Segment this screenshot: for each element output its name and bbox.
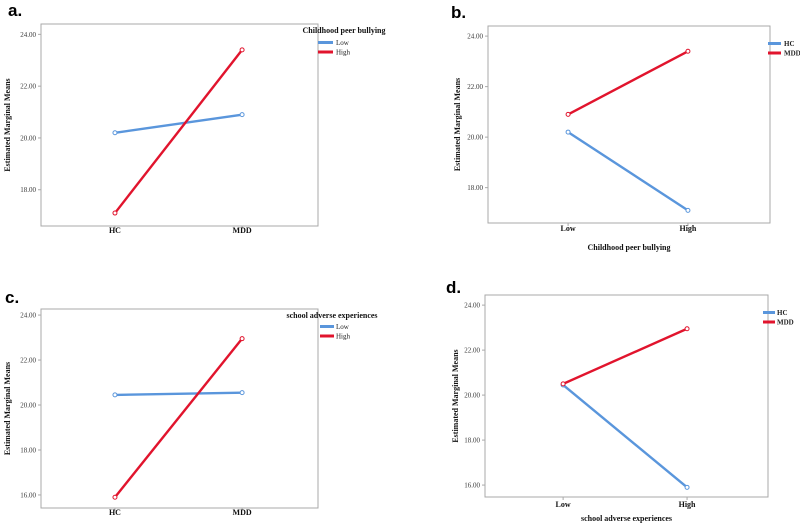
y-tick-label: 20.00 <box>20 402 36 410</box>
y-tick-label: 24.00 <box>20 31 36 39</box>
series-line-hc <box>567 131 689 212</box>
data-point-marker <box>112 130 118 136</box>
data-point-marker <box>684 326 690 332</box>
legend-title: school adverse experiences <box>286 311 377 320</box>
panel-label-c: c. <box>5 288 20 307</box>
panel-a: a. 18.00 20.00 22.00 24.00 HC MDD Estimated Ma… <box>0 0 400 263</box>
panel-b: b. 18.00 20.00 22.00 24.00 Low High Estimated … <box>400 0 800 263</box>
y-tick-label: 20.00 <box>467 134 483 142</box>
legend-item-label: Low <box>336 323 350 331</box>
data-point-marker <box>560 381 566 387</box>
plot-frame <box>40 308 319 509</box>
legend-item-label: HC <box>784 40 795 48</box>
data-point-marker <box>112 494 118 500</box>
legend-title: Childhood peer bullying <box>303 26 386 35</box>
x-category-label: High <box>679 224 696 233</box>
data-point-marker <box>239 47 245 53</box>
y-axis-label: Estimated Marginal Means <box>3 362 12 455</box>
plot-frame <box>487 25 771 224</box>
x-category-label: Low <box>556 500 571 509</box>
panel-d: d. 16.00 18.00 20.00 22.00 24.00 Low High Estim… <box>400 262 800 525</box>
legend-item-label: High <box>336 333 351 341</box>
y-tick-label: 18.00 <box>20 186 36 194</box>
y-tick-label: 22.00 <box>20 357 36 365</box>
y-tick-label: 18.00 <box>467 184 483 192</box>
data-point-marker <box>239 336 245 342</box>
legend-item-label: HC <box>777 309 788 317</box>
x-category-label: MDD <box>233 508 252 517</box>
y-tick-label: 22.00 <box>464 347 480 355</box>
data-point-marker <box>685 207 691 213</box>
data-point-marker <box>112 392 118 398</box>
series-line-hc <box>562 384 688 489</box>
panel-label-d: d. <box>446 278 462 297</box>
y-tick-label: 20.00 <box>464 392 480 400</box>
y-axis-label: Estimated Marginal Means <box>451 349 460 442</box>
data-point-marker <box>565 129 571 135</box>
x-axis-label: school adverse experiences <box>581 514 672 523</box>
y-tick-label: 24.00 <box>20 312 36 320</box>
panel-c: c. 16.00 18.00 20.00 22.00 24.00 HC MDD Estimat… <box>0 262 400 525</box>
y-tick-label: 16.00 <box>20 491 36 499</box>
y-axis-label: Estimated Marginal Means <box>453 78 462 171</box>
data-point-marker <box>684 484 690 490</box>
y-tick-label: 18.00 <box>464 437 480 445</box>
legend-item-label: Low <box>336 39 350 47</box>
x-category-label: MDD <box>233 226 252 235</box>
y-tick-label: 16.00 <box>464 482 480 490</box>
x-category-label: HC <box>109 508 121 517</box>
data-point-marker <box>239 112 245 118</box>
y-tick-label: 22.00 <box>467 83 483 91</box>
x-category-label: Low <box>561 224 576 233</box>
series-line-low <box>114 391 243 397</box>
y-tick-label: 20.00 <box>20 134 36 142</box>
panel-label-a: a. <box>8 1 23 20</box>
plot-frame <box>40 23 319 227</box>
legend-item-label: High <box>336 49 351 57</box>
legend-item-label: MDD <box>777 319 794 327</box>
plot-frame <box>484 294 769 498</box>
chart-b-interaction-plot: 18.00 20.00 22.00 24.00 Low High Estimated Mar… <box>453 25 800 252</box>
data-point-marker <box>239 390 245 396</box>
chart-c-interaction-plot: 16.00 18.00 20.00 22.00 24.00 HC MDD Estimated … <box>3 308 378 517</box>
data-point-marker <box>685 48 691 54</box>
x-axis-label: Childhood peer bullying <box>588 243 671 252</box>
chart-d-interaction-plot: 16.00 18.00 20.00 22.00 24.00 Low High Estimate… <box>451 294 794 523</box>
series-line-high <box>114 49 244 214</box>
data-point-marker <box>112 210 118 216</box>
x-category-label: High <box>679 500 696 509</box>
series-line-high <box>114 337 244 498</box>
series-line-low <box>114 113 243 134</box>
chart-a-interaction-plot: 18.00 20.00 22.00 24.00 HC MDD Estimated Margi… <box>3 23 386 235</box>
y-tick-label: 24.00 <box>467 33 483 41</box>
panel-label-b: b. <box>451 3 467 22</box>
y-tick-label: 24.00 <box>464 302 480 310</box>
series-line-mdd <box>562 327 688 385</box>
y-tick-label: 22.00 <box>20 83 36 91</box>
x-category-label: HC <box>109 226 121 235</box>
y-axis-label: Estimated Marginal Means <box>3 78 12 171</box>
legend-item-label: MDD <box>784 50 800 58</box>
series-line-mdd <box>567 50 689 116</box>
data-point-marker <box>565 111 571 117</box>
y-tick-label: 18.00 <box>20 446 36 454</box>
